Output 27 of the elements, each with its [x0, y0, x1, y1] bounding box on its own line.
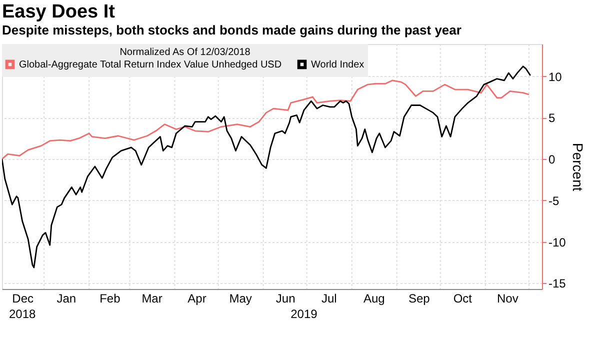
- y2-axis-title: Percent: [570, 142, 586, 192]
- text: 2019: [290, 307, 318, 321]
- y2-tick-label: -15: [548, 276, 566, 291]
- x-tick-label: Dec: [12, 292, 34, 306]
- y2-tick-label: -10: [548, 235, 566, 250]
- y2-tick-label: 5: [548, 111, 556, 126]
- y2-tick-label: -5: [548, 194, 560, 208]
- x-tick-label: Apr: [188, 292, 206, 306]
- x-tick-label: May: [229, 292, 252, 306]
- legend-label: Global-Aggregate Total Return Index Value Unhedged USD: [19, 59, 282, 70]
- y2-tick-label: 0: [548, 152, 556, 167]
- y2-tick-label: 10: [548, 70, 562, 84]
- legend-label: World Index: [311, 59, 364, 70]
- legend-title: Normalized As Of 12/03/2018: [120, 47, 251, 58]
- line-series: [2, 80, 530, 160]
- x-tick-label: Mar: [142, 292, 162, 306]
- chart-title: Easy Does It: [2, 2, 116, 22]
- x-tick-label: Feb: [100, 292, 121, 306]
- x-tick-label: Jan: [56, 292, 76, 306]
- x-tick-label: Jul: [321, 292, 337, 306]
- x-tick-label: Aug: [363, 292, 385, 306]
- text: 2018: [8, 307, 36, 321]
- chart-subtitle: Despite missteps, both stocks and bonds made gains during the past year: [2, 22, 462, 38]
- x-tick-label: Jun: [276, 292, 296, 306]
- x-tick-label: Nov: [496, 292, 518, 306]
- x-tick-label: Oct: [453, 292, 473, 306]
- x-tick-label: Sep: [408, 292, 430, 306]
